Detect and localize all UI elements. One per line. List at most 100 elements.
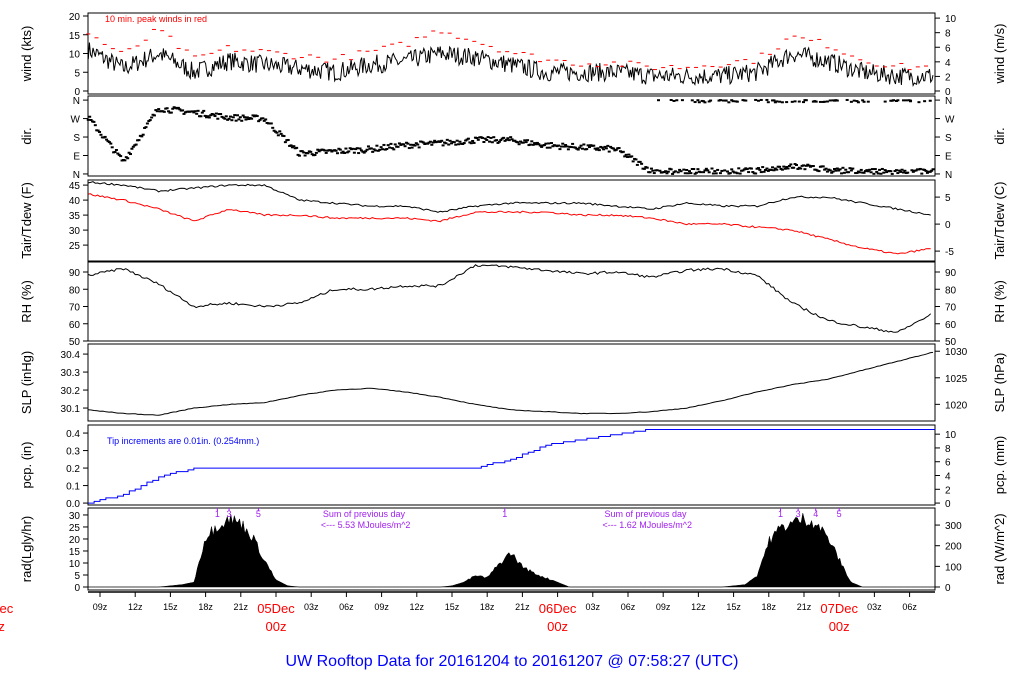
wind-series-line: [87, 42, 934, 88]
slp-series-line: [88, 351, 934, 416]
y-tick-label: 0: [74, 87, 80, 98]
rad-daily-sum-label: Sum of previous day: [323, 509, 406, 519]
y-tick-label: E: [73, 151, 80, 162]
x-tick-label: 21z: [234, 602, 249, 612]
y-tick-label: 0.4: [66, 429, 80, 440]
x-tick-label: 15z: [726, 602, 741, 612]
y-tick-label: 30.2: [61, 386, 81, 397]
y-tick-label: 0.1: [66, 482, 80, 493]
y-tick-label-right: 80: [945, 285, 957, 296]
x-tick-label: 18z: [762, 602, 777, 612]
y-axis-label-right: wind (m/s): [992, 24, 1007, 85]
y-tick-label-right: 6: [945, 43, 951, 54]
x-tick-label: 03z: [586, 602, 601, 612]
date-label: 04Dec: [0, 601, 14, 616]
y-axis-label-right: rad (W/m^2): [992, 513, 1007, 584]
rad-marker-label: 4: [813, 509, 818, 519]
y-axis-label-right: SLP (hPa): [992, 353, 1007, 413]
y-tick-label: 90: [69, 268, 81, 279]
y-tick-label-right: N: [945, 170, 952, 181]
panel-frame: [87, 95, 936, 177]
y-tick-label-right: 4: [945, 472, 951, 483]
y-tick-label: 25: [69, 241, 81, 252]
rh-series-line: [88, 264, 932, 333]
y-tick-label: 30: [69, 226, 81, 237]
y-tick-label-right: 0: [945, 220, 951, 231]
pcp-series-line: [88, 429, 935, 504]
y-tick-label-right: W: [945, 115, 955, 126]
rad-series-area: [88, 513, 936, 588]
y-tick-label: 0: [74, 583, 80, 594]
x-tick-label: 09z: [374, 602, 389, 612]
y-axis-label: RH (%): [19, 280, 34, 323]
panel-tair: Tair/Tdew (F) Tair/Tdew (C) 25 30 35 40 45 -5 0 5: [19, 179, 1007, 262]
panel-rh: RH (%) RH (%) 50 60 70 80 90 50 60 70 80 90: [19, 261, 1007, 348]
x-tick-label: 21z: [515, 602, 530, 612]
y-tick-label: 15: [69, 547, 81, 558]
x-tick-label: 03z: [867, 602, 882, 612]
y-axis-label-right: dir.: [992, 127, 1007, 144]
time-axis: 09z 12z 15z 18z 21z 03z 06z 09z 12z 15z 18z 21z 03z 0…: [0, 591, 935, 634]
y-axis-label-right: RH (%): [992, 280, 1007, 323]
rad-marker-label: 1: [502, 509, 507, 519]
y-tick-label: 10: [69, 50, 81, 61]
y-tick-label-right: 1030: [945, 347, 968, 358]
y-tick-label-right: 0: [945, 499, 951, 510]
rad-daily-sum-value: <--- 5.53 MJoules/m^2: [321, 520, 411, 530]
y-axis-label-right: Tair/Tdew (C): [992, 181, 1007, 259]
date-time-label: 00z: [829, 619, 850, 634]
x-tick-label: 12z: [691, 602, 706, 612]
x-tick-label: 09z: [656, 602, 671, 612]
tdew-series-line: [88, 193, 931, 255]
y-tick-label: 30.4: [61, 350, 81, 361]
x-tick-label: 09z: [93, 602, 108, 612]
x-tick-label: 12z: [128, 602, 143, 612]
y-tick-label: 5: [74, 571, 80, 582]
y-tick-label-right: -5: [945, 247, 954, 258]
y-axis-label: dir.: [19, 127, 34, 144]
y-tick-label-right: N: [945, 96, 952, 107]
y-tick-label: 80: [69, 285, 81, 296]
date-label: 06Dec: [539, 601, 577, 616]
chart-title: UW Rooftop Data for 20161204 to 20161207…: [286, 653, 739, 670]
y-tick-label: 60: [69, 320, 81, 331]
y-tick-label-right: 6: [945, 458, 951, 469]
y-tick-label-right: 1020: [945, 400, 968, 411]
date-time-label: 00z: [547, 619, 568, 634]
y-tick-label: S: [73, 133, 80, 144]
y-tick-label: 20: [69, 12, 81, 23]
x-tick-label: 06z: [339, 602, 354, 612]
panel-frame: [87, 507, 936, 591]
tip-increment-note: Tip increments are 0.01in. (0.254mm.): [107, 436, 259, 446]
y-tick-label: 50: [69, 337, 81, 348]
y-tick-label-right: 8: [945, 444, 951, 455]
y-tick-label-right: 1025: [945, 374, 968, 385]
y-tick-label: 25: [69, 523, 81, 534]
x-tick-label: 21z: [797, 602, 812, 612]
y-tick-label-right: 0: [945, 583, 951, 594]
y-tick-label: 20: [69, 535, 81, 546]
x-tick-label: 06z: [902, 602, 917, 612]
y-axis-label: SLP (inHg): [19, 351, 34, 414]
peak-winds-note: 10 min. peak winds in red: [105, 14, 207, 24]
y-tick-label-right: 100: [945, 562, 962, 573]
panel-frame: [87, 261, 936, 342]
y-tick-label-right: 2: [945, 485, 951, 496]
x-tick-label: 06z: [621, 602, 636, 612]
rad-marker-label: 5: [256, 509, 261, 519]
y-tick-label-right: 90: [945, 268, 957, 279]
x-tick-label: 12z: [410, 602, 425, 612]
y-tick-label: 30: [69, 511, 81, 522]
rad-marker-label: 5: [837, 509, 842, 519]
panel-pcp: pcp. (in) pcp. (mm) 0.0 0.1 0.2 0.3 0.4 0 2 4 6 8 10…: [19, 424, 1007, 510]
y-tick-label-right: E: [945, 151, 952, 162]
y-tick-label-right: 50: [945, 337, 957, 348]
rad-marker-label: 3: [227, 509, 232, 519]
y-axis-label: Tair/Tdew (F): [19, 182, 34, 259]
y-tick-label: W: [71, 115, 81, 126]
y-tick-label: 40: [69, 196, 81, 207]
y-tick-label-right: 2: [945, 72, 951, 83]
